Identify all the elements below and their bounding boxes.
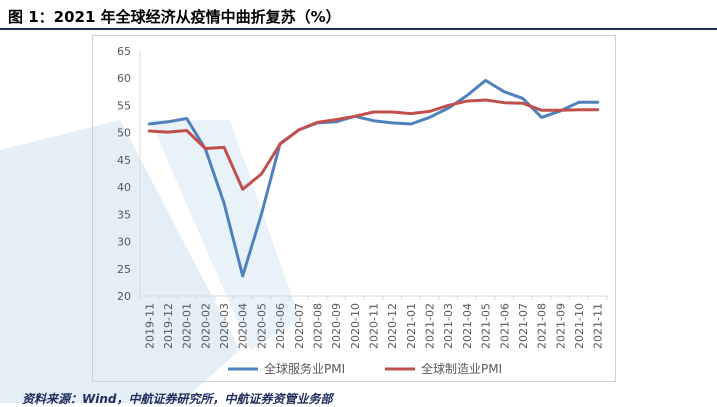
legend-label-services: 全球服务业PMI [264, 361, 345, 376]
chart-frame [92, 35, 616, 382]
x-tick-label: 2021-05 [480, 303, 493, 349]
x-tick-label: 2020-03 [218, 303, 231, 349]
y-tick-label: 40 [117, 181, 131, 194]
y-tick-label: 30 [117, 236, 131, 249]
x-tick-label: 2020-09 [330, 303, 343, 349]
x-tick-label: 2020-05 [255, 303, 268, 349]
y-tick-label: 55 [117, 99, 131, 112]
y-tick-labels: 20 25 30 35 40 45 50 55 60 65 [117, 45, 131, 303]
x-tick-label: 2020-07 [293, 303, 306, 349]
x-tick-label: 2020-06 [274, 303, 287, 349]
x-tick-label: 2020-08 [311, 303, 324, 349]
legend-label-manufacturing: 全球制造业PMI [421, 361, 502, 376]
x-tick-label: 2021-02 [424, 303, 437, 349]
x-tick-label: 2021-08 [536, 303, 549, 349]
x-tick-label: 2020-01 [181, 303, 194, 349]
x-tick-label: 2020-10 [349, 303, 362, 349]
y-tick-label: 45 [117, 154, 131, 167]
figure-title: 图 1：2021 年全球经济从疫情中曲折复苏（%） [8, 8, 341, 26]
x-tick-label: 2020-02 [199, 303, 212, 349]
x-tick-labels: 2019-11 2019-12 2020-01 2020-02 2020-03 2020-… [139, 296, 608, 349]
x-tick-label: 2021-11 [592, 303, 605, 349]
x-tick-label: 2019-11 [143, 303, 156, 349]
y-tick-label: 65 [117, 45, 131, 58]
x-tick-label: 2020-12 [386, 303, 399, 349]
x-tick-label: 2021-04 [461, 303, 474, 349]
series-lines [147, 78, 600, 278]
x-tick-label: 2020-11 [368, 303, 381, 349]
y-tick-label: 60 [117, 72, 131, 85]
x-tick-label: 2021-09 [554, 303, 567, 349]
legend: 全球服务业PMI 全球制造业PMI [228, 361, 502, 376]
x-tick-label: 2021-03 [442, 303, 455, 349]
x-tick-label: 2021-01 [405, 303, 418, 349]
y-tick-label: 20 [117, 290, 131, 303]
y-tick-label: 25 [117, 263, 131, 276]
services-pmi-line [147, 78, 600, 278]
x-tick-label: 2021-07 [517, 303, 530, 349]
watermark-shape [0, 120, 300, 403]
x-tick-label: 2019-12 [162, 303, 175, 349]
y-tick-label: 50 [117, 127, 131, 140]
x-tick-label: 2020-04 [237, 303, 250, 349]
figure-source: 资料来源：Wind，中航证券研究所，中航证券资管业务部 [22, 392, 333, 406]
manufacturing-pmi-line [147, 98, 600, 191]
figure-title-bar: 图 1：2021 年全球经济从疫情中曲折复苏（%） [0, 0, 717, 30]
y-tick-label: 35 [117, 208, 131, 221]
x-tick-label: 2021-10 [573, 303, 586, 349]
x-tick-label: 2021-06 [498, 303, 511, 349]
